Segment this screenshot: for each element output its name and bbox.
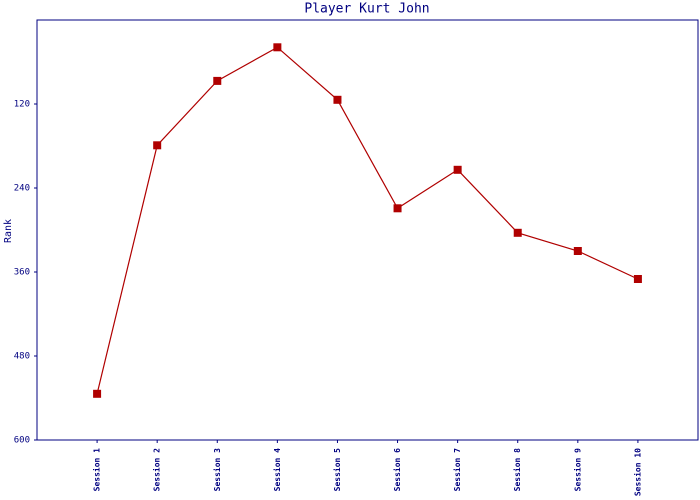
point-marker [453, 165, 462, 174]
x-tick-label: Session 7 [452, 448, 462, 492]
series-line [96, 46, 639, 394]
x-tick-label: Session 10 [632, 448, 642, 496]
y-tick-label: 480 [14, 352, 30, 362]
point-marker [213, 76, 222, 85]
point-marker [333, 95, 342, 104]
x-tick-label: Session 2 [152, 448, 162, 492]
x-tick-label: Session 3 [212, 448, 222, 492]
point-marker [513, 228, 522, 237]
point-marker [633, 275, 642, 283]
point-marker [393, 204, 402, 213]
x-tick-label: Session 4 [272, 448, 282, 492]
y-tick-label: 360 [14, 268, 30, 278]
point-marker [573, 247, 582, 255]
y-tick-label: 240 [14, 184, 30, 194]
chart-title: Player Kurt John [304, 2, 429, 17]
x-tick-label: Session 5 [332, 448, 342, 492]
point-marker [273, 43, 282, 52]
plot-frame [36, 19, 699, 441]
y-tick-label: 120 [14, 100, 30, 110]
x-tick-label: Session 9 [572, 448, 582, 492]
y-tick-label: 600 [14, 436, 30, 446]
point-marker [93, 389, 102, 398]
point-marker [153, 141, 162, 150]
x-tick-label: Session 8 [512, 448, 522, 492]
y-axis-label: Rank [3, 219, 14, 243]
x-tick-label: Session 6 [392, 448, 402, 492]
x-tick-label: Session 1 [92, 448, 102, 492]
